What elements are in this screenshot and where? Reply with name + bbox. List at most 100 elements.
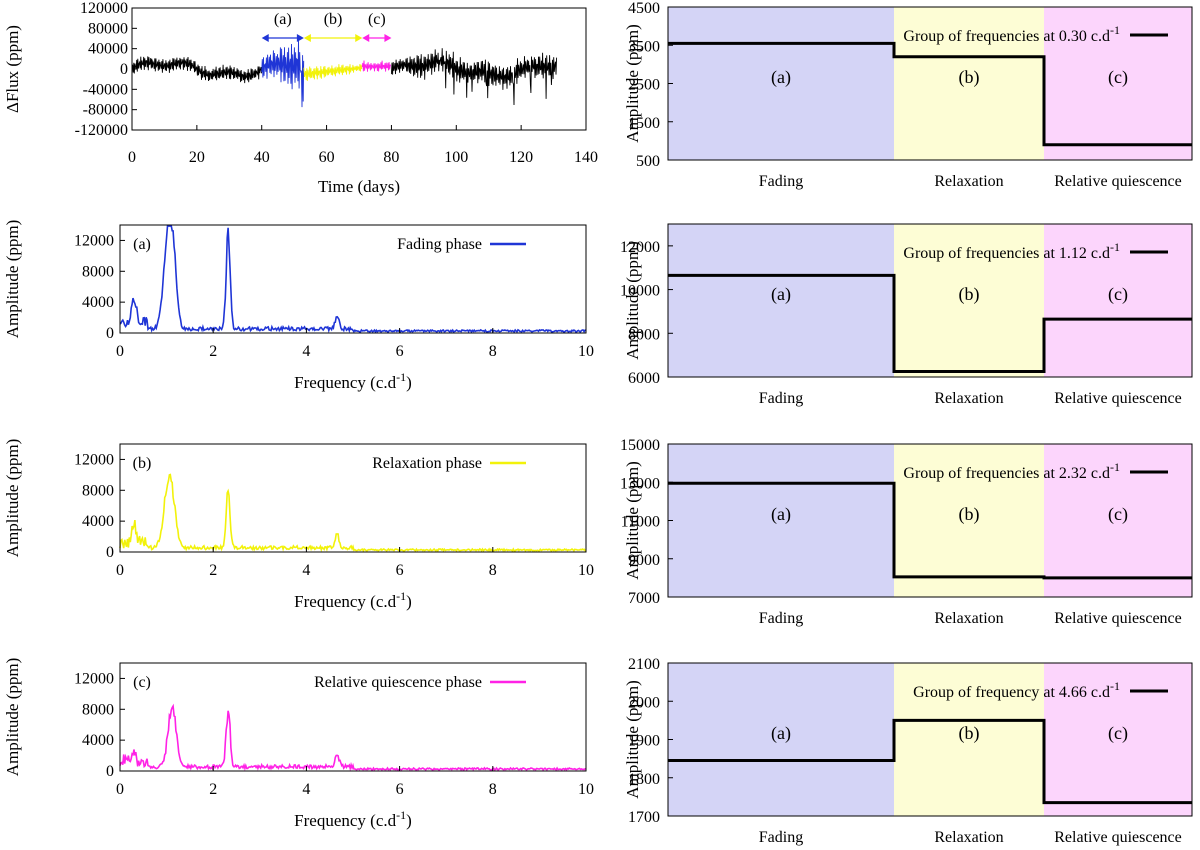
ytick-label: 11000 [621,514,660,531]
ytick-label: 0 [106,325,114,342]
ytick-label: 0 [120,61,128,78]
phase-segment-label: (c) [1108,504,1128,525]
phase-background-0 [668,444,894,597]
category-label: Relaxation [934,390,1003,407]
xtick-label: 60 [319,149,335,166]
spectrum-line [119,703,587,772]
y-axis-label: Amplitude (ppm) [623,461,642,580]
light-curve-series-a-1 [261,39,305,108]
legend-text: Group of frequencies at 0.30 c.d-1 [903,23,1120,45]
phase-background-2 [1044,663,1192,816]
ytick-label: 7000 [628,590,660,607]
ytick-label: 4000 [82,732,114,749]
annotation-label-1: (b) [324,11,343,28]
y-axis-label: ΔFlux (ppm) [3,25,22,113]
ytick-label: 6000 [628,370,660,387]
spectrum-panel-a: 0 2 4 6 8 10 0 4000 8000 12000 (a) Fading phase Freq… [3,220,594,392]
ytick-label: 10000 [620,283,660,300]
legend-text: Fading phase [397,236,482,253]
amplitude-step-line [668,41,1192,147]
phase-segment-label: (b) [959,284,980,305]
spectrum-panel-b: 0 2 4 6 8 10 0 4000 8000 12000 (b) Relaxation phase… [3,439,594,611]
group-panel-2-32: (a) Fading (b) Relaxation (c) Relative quiesc… [620,437,1193,627]
ytick-label: 1800 [628,771,660,788]
xtick-label: 100 [444,149,468,166]
ytick-label: 12000 [74,232,114,249]
category-label: Relative quiescence [1054,610,1182,627]
ytick-label: 500 [636,153,660,170]
phase-segment-label: (c) [1108,723,1128,744]
ytick-label: 40000 [88,41,128,58]
group-frame [667,223,1193,378]
phase-segment-label: (b) [959,67,980,88]
ytick-label: 4000 [82,294,114,311]
group-panel-0-30: (a) Fading (b) Relaxation (c) Relative quiesc… [623,0,1193,190]
ytick-label: 12000 [74,670,114,687]
xtick-label: 0 [128,149,136,166]
y-axis-label: Amplitude (ppm) [623,241,642,360]
category-label: Relative quiescence [1054,173,1182,190]
category-label: Fading [759,829,803,846]
light-curve-series-b-2 [303,64,363,81]
xtick-label: 40 [254,149,270,166]
ytick-label: 1700 [628,809,660,826]
phase-segment-label: (b) [959,504,980,525]
xtick-label: 8 [489,562,497,579]
ytick-label: 2500 [628,77,660,94]
ytick-label: 1500 [628,115,660,132]
phase-segment-label: (c) [1108,284,1128,305]
xtick-label: 6 [396,562,404,579]
group-panel-1-12: (a) Fading (b) Relaxation (c) Relative quiesc… [620,223,1193,407]
spectrum-line [119,473,587,553]
amplitude-step-line [668,718,1192,805]
amplitude-step-line [668,481,1192,580]
xtick-label: 8 [489,781,497,798]
legend-text: Relaxation phase [372,455,482,472]
ytick-label: 8000 [82,482,114,499]
legend-text: Group of frequency at 4.66 c.d-1 [913,679,1120,701]
ytick-label: 12000 [620,239,660,256]
ytick-label: 15000 [620,437,660,454]
ytick-label: 4000 [82,513,114,530]
panel-label: (b) [133,455,152,472]
xtick-label: 0 [116,781,124,798]
spectrum-panel-c: 0 2 4 6 8 10 0 4000 8000 12000 (c) Relative quiesce… [3,658,594,830]
ytick-label: 0 [106,763,114,780]
y-axis-label: Amplitude (ppm) [623,24,642,143]
group-panel-4-66: (a) Fading (b) Relaxation (c) Relative quiesc… [623,656,1193,846]
ytick-label: 12000 [74,451,114,468]
xtick-label: 4 [302,781,310,798]
legend-text: Group of frequencies at 1.12 c.d-1 [903,240,1120,262]
xtick-label: 10 [578,781,594,798]
phase-background-1 [894,663,1044,816]
panel-label: (a) [133,236,151,253]
phase-segment-label: (a) [771,67,791,88]
category-label: Relaxation [934,610,1003,627]
phase-segment-label: (b) [959,723,980,744]
phase-background-2 [1044,444,1192,597]
y-axis-label: Amplitude (ppm) [3,220,22,339]
x-axis-label: Frequency (c.d-1) [294,808,412,830]
ytick-label: -40000 [83,81,128,98]
ytick-label: 2000 [628,694,660,711]
amplitude-step-line [668,273,1192,374]
annotation-arrowhead-left-2 [362,34,370,42]
ytick-label: 1900 [628,733,660,750]
ytick-label: 8000 [82,701,114,718]
xtick-label: 80 [383,149,399,166]
phase-background-2 [1044,7,1192,160]
light-curve-series-quiet-0 [131,56,263,84]
annotation-arrowhead-right-1 [355,34,363,42]
light-curve-panel: (a) (b) (c) 0 20 40 60 80 100 120 140 120000 80000 40… [3,0,598,196]
xtick-label: 20 [189,149,205,166]
category-label: Fading [759,390,803,407]
phase-background-1 [894,7,1044,160]
xtick-label: 4 [302,562,310,579]
spectrum-frame [119,662,587,772]
annotation-label-2: (c) [368,11,386,28]
spectrum-frame [119,224,587,334]
phase-segment-label: (a) [771,284,791,305]
xtick-label: 2 [209,343,217,360]
phase-background-1 [894,224,1044,377]
